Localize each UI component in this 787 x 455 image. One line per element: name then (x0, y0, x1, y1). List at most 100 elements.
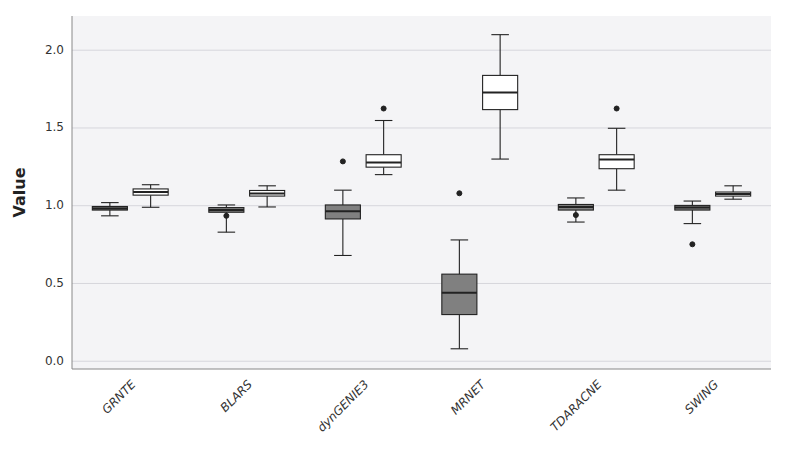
series (92, 159, 710, 349)
cap-low (451, 348, 469, 349)
y-axis-label: Value (10, 167, 29, 217)
cap-high (608, 128, 626, 129)
median (325, 210, 360, 212)
whisker-high (616, 128, 617, 154)
x-tick-label: GRNTE (99, 377, 139, 417)
whisker-low (267, 196, 268, 207)
median (92, 208, 127, 210)
cap-low (684, 223, 702, 224)
grid-line (72, 205, 771, 206)
cap-high (491, 34, 509, 35)
y-tick-label: 1.5 (45, 120, 64, 134)
x-tick-label: dynGENIE3 (314, 377, 371, 434)
median (599, 158, 634, 160)
whisker-low (500, 110, 501, 159)
whisker-low (616, 169, 617, 190)
grid-line (72, 361, 771, 362)
whisker-low (342, 219, 343, 256)
box (716, 192, 751, 196)
cap-low (142, 207, 160, 208)
box (442, 274, 477, 314)
box (209, 208, 244, 213)
cap-low (218, 232, 236, 233)
median (442, 292, 477, 294)
median (675, 207, 710, 209)
whisker-high (150, 185, 151, 189)
whisker-high (500, 35, 501, 76)
cap-low (375, 174, 393, 175)
cap-high (218, 204, 236, 205)
cap-low (724, 199, 742, 200)
median (483, 92, 518, 94)
whisker-high (692, 201, 693, 205)
whisker-high (342, 190, 343, 205)
box (675, 205, 710, 210)
x-tick-label: TDARACNE (548, 377, 605, 434)
cap-high (684, 201, 702, 202)
y-tick-label: 0.0 (45, 354, 64, 368)
cap-high (451, 239, 469, 240)
whisker-high (383, 121, 384, 155)
median (209, 209, 244, 211)
whisker-high (733, 186, 734, 192)
whisker-high (267, 186, 268, 191)
cap-low (258, 206, 276, 207)
box (366, 155, 401, 167)
whisker-high (575, 198, 576, 205)
median (133, 191, 168, 193)
flier (457, 191, 462, 196)
cap-high (258, 185, 276, 186)
flier (690, 242, 695, 247)
flier (573, 213, 578, 218)
cap-low (491, 159, 509, 160)
y-tick-label: 1.0 (45, 198, 64, 212)
y-axis-line (72, 16, 73, 369)
x-tick-label: SWING (682, 377, 721, 416)
cap-low (101, 215, 119, 216)
grid (72, 50, 771, 361)
whisker-low (150, 195, 151, 207)
box (250, 190, 285, 196)
median (558, 206, 593, 208)
cap-high (101, 202, 119, 203)
box (483, 75, 518, 109)
whisker-low (109, 210, 110, 216)
grid-line (72, 283, 771, 284)
x-tick-label: BLARS (218, 377, 256, 415)
cap-high (567, 197, 585, 198)
flier (614, 106, 619, 111)
x-axis-line (72, 369, 771, 370)
box (133, 189, 168, 195)
chart: 0.0 0.5 1.0 1.5 2.0 Value GRNTE BLARS dynGENIE3 M… (0, 0, 787, 455)
marks (92, 35, 750, 349)
cap-low (334, 255, 352, 256)
y-tick-label: 2.0 (45, 43, 64, 57)
median (366, 161, 401, 163)
cap-high (334, 190, 352, 191)
whisker-low (459, 315, 460, 349)
flier (381, 106, 386, 111)
box (92, 206, 127, 210)
flier (224, 213, 229, 218)
median (250, 193, 285, 195)
flier (340, 159, 345, 164)
y-tick-label: 0.5 (45, 276, 64, 290)
cap-low (567, 221, 585, 222)
x-tick-label: MRNET (448, 376, 489, 417)
series (133, 35, 751, 208)
box (325, 205, 360, 219)
whisker-high (459, 240, 460, 274)
plot-area (72, 16, 771, 369)
cap-high (375, 120, 393, 121)
whisker-high (109, 203, 110, 207)
median (716, 193, 751, 195)
whisker-low (383, 167, 384, 174)
box (558, 204, 593, 210)
grid-line (72, 50, 771, 51)
whisker-low (692, 210, 693, 224)
grid-line (72, 127, 771, 128)
cap-high (142, 184, 160, 185)
cap-high (724, 185, 742, 186)
box (599, 155, 634, 169)
cap-low (608, 190, 626, 191)
